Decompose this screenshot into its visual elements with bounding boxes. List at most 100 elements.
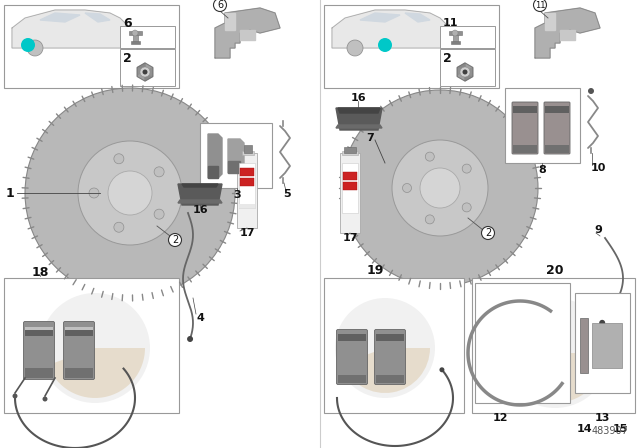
Text: 17: 17 [342,233,358,243]
Bar [131,41,140,44]
Bar [545,145,569,153]
Polygon shape [215,8,280,58]
Text: 5: 5 [283,189,291,199]
Text: 20: 20 [547,263,564,276]
Text: 9: 9 [594,225,602,235]
Text: 15: 15 [612,424,628,434]
Bar [440,49,495,86]
Bar [342,151,358,155]
Text: 11: 11 [535,0,545,9]
Text: 17: 17 [239,228,255,238]
Bar [513,145,537,153]
Polygon shape [12,10,158,48]
Circle shape [27,40,43,56]
Polygon shape [145,68,153,77]
Circle shape [40,293,150,403]
Polygon shape [85,13,110,22]
Bar [343,172,357,180]
Wedge shape [342,348,430,393]
Circle shape [426,215,435,224]
Circle shape [392,140,488,236]
Text: 8: 8 [538,165,546,175]
Circle shape [42,396,47,401]
Bar [340,153,360,233]
Polygon shape [182,184,218,187]
Text: 10: 10 [590,163,605,173]
Circle shape [114,222,124,232]
Bar [65,328,93,336]
Circle shape [463,69,467,74]
Bar [120,49,175,86]
Text: 4: 4 [196,313,204,323]
FancyBboxPatch shape [63,322,95,379]
Bar [129,31,142,35]
Circle shape [403,184,412,193]
Bar [376,375,404,383]
Bar [324,5,499,88]
Circle shape [378,38,392,52]
Text: 16: 16 [192,205,208,215]
Wedge shape [508,353,605,403]
Polygon shape [208,166,218,178]
Polygon shape [457,68,465,77]
Bar [449,31,462,35]
Text: 2: 2 [172,235,178,245]
Circle shape [599,320,605,326]
Circle shape [442,40,458,56]
Bar [338,375,366,383]
Text: 14: 14 [577,424,593,434]
Polygon shape [137,63,145,72]
Circle shape [143,69,147,74]
Circle shape [21,38,35,52]
Bar [244,145,252,153]
Text: 6: 6 [123,17,132,30]
Circle shape [154,209,164,219]
Circle shape [481,227,495,240]
Bar [65,368,93,378]
Polygon shape [240,30,255,40]
Bar [240,168,254,176]
Bar [242,151,254,155]
Bar [25,328,53,336]
Circle shape [426,152,435,161]
Text: 18: 18 [31,267,49,280]
Bar [344,147,356,153]
Circle shape [154,167,164,177]
Polygon shape [465,72,473,81]
Text: 12: 12 [492,413,508,423]
Circle shape [114,154,124,164]
Polygon shape [545,13,555,30]
Text: 1: 1 [6,186,14,199]
Circle shape [500,298,610,408]
Polygon shape [336,125,382,128]
Polygon shape [228,161,240,173]
Circle shape [89,188,99,198]
Bar [472,278,635,413]
Bar [453,33,458,43]
Bar [475,283,570,403]
Text: 2: 2 [123,52,132,65]
Text: 7: 7 [366,133,374,143]
Polygon shape [137,68,145,77]
Polygon shape [465,68,473,77]
Text: 13: 13 [595,413,610,423]
Circle shape [78,141,182,245]
Text: 3: 3 [233,190,241,200]
FancyBboxPatch shape [374,329,406,384]
FancyBboxPatch shape [337,329,367,384]
Polygon shape [208,134,222,178]
Polygon shape [560,30,575,40]
Polygon shape [535,8,600,58]
Bar [513,106,537,113]
Bar [25,327,53,330]
Text: 6: 6 [217,0,223,10]
Bar [240,178,254,186]
Bar [65,327,93,330]
Circle shape [168,233,182,246]
Bar [200,123,272,188]
Polygon shape [405,13,430,22]
Bar [4,278,179,413]
Circle shape [132,30,138,36]
FancyBboxPatch shape [24,322,54,379]
Circle shape [25,88,235,298]
